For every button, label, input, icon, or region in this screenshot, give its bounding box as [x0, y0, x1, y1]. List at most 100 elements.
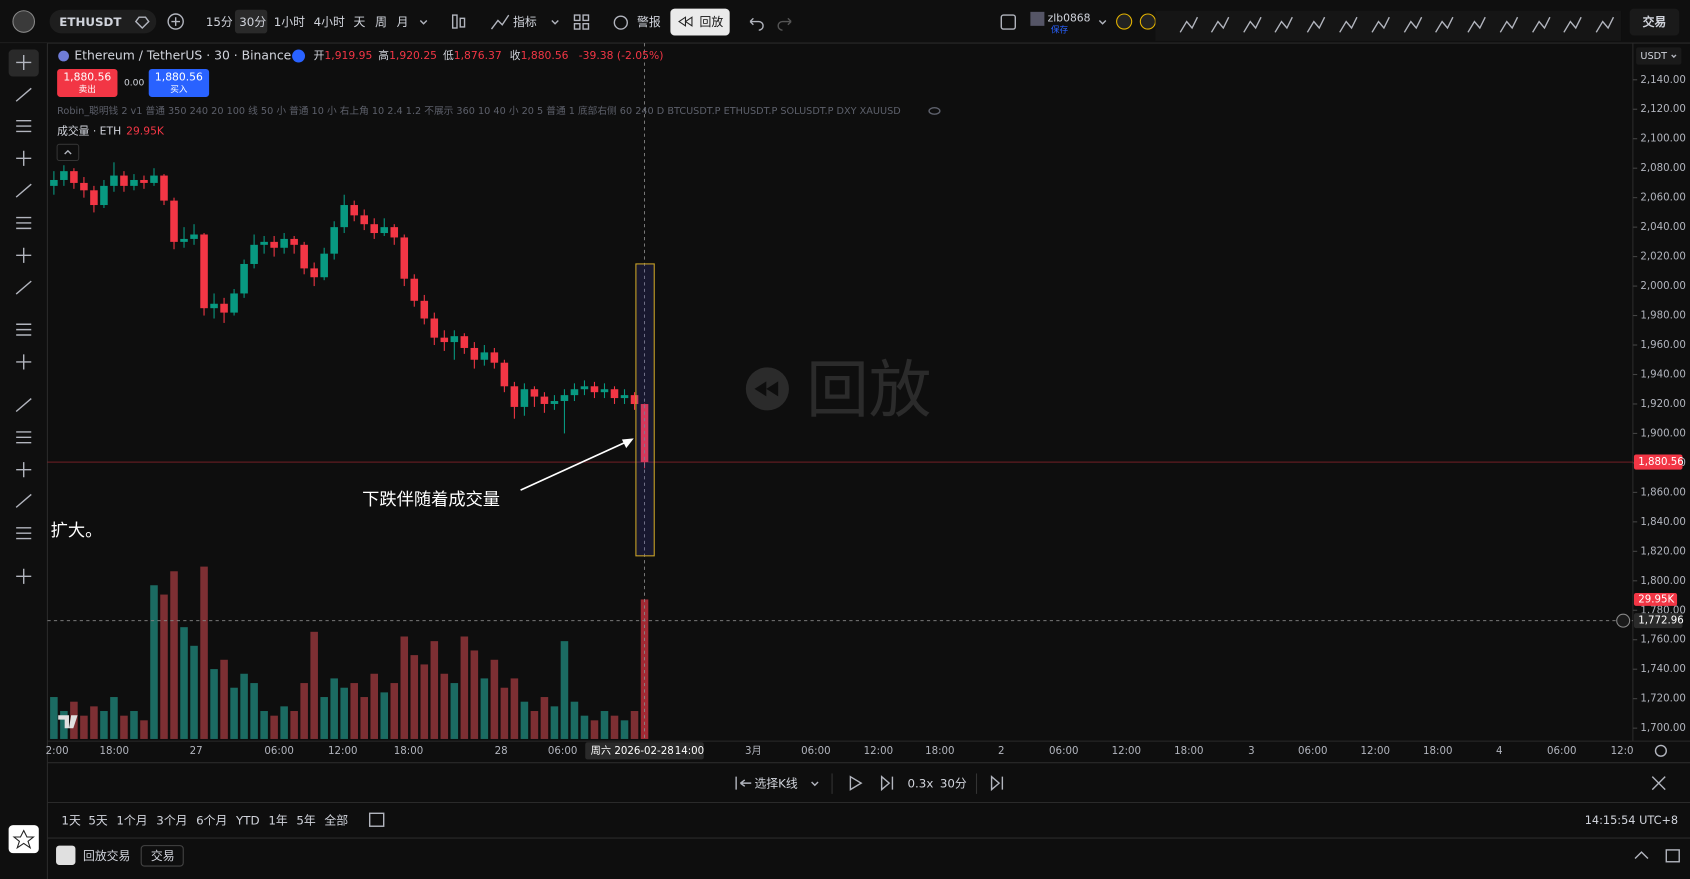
range-button[interactable]: 3个月	[156, 813, 187, 827]
user-avatar[interactable]	[1030, 11, 1045, 26]
buy-price[interactable]: 1,880.56	[155, 71, 203, 84]
collapse-button[interactable]	[56, 143, 80, 162]
left-tool[interactable]	[16, 216, 32, 230]
left-tool[interactable]	[16, 354, 32, 370]
step-forward[interactable]	[880, 775, 894, 792]
indicator-badge[interactable]	[1139, 13, 1156, 30]
drawing-tool[interactable]	[1274, 16, 1293, 33]
indicators[interactable]: 指标	[513, 15, 537, 29]
maximize-panel[interactable]	[1665, 849, 1680, 863]
range-button[interactable]: 1年	[268, 813, 288, 827]
drawing-tool[interactable]	[1210, 16, 1230, 33]
settings[interactable]	[1654, 744, 1667, 757]
buy-button[interactable]	[148, 68, 210, 97]
volume-bar	[90, 706, 98, 739]
indicator-badge[interactable]	[1116, 13, 1133, 30]
add-alert[interactable]	[1616, 613, 1631, 628]
sell-label[interactable]: 卖出	[79, 83, 96, 95]
candle-body	[610, 389, 619, 399]
drawing-tool[interactable]	[1435, 16, 1454, 33]
drawing-tool[interactable]	[1179, 16, 1199, 33]
drawing-tool[interactable]	[1306, 16, 1326, 33]
interval[interactable]: 15分	[206, 15, 233, 29]
interval[interactable]: 4小时	[314, 15, 345, 29]
user-name[interactable]: zlb0868	[1048, 11, 1091, 24]
jump-to-real-time[interactable]	[990, 775, 1004, 792]
left-tool[interactable]	[16, 431, 32, 444]
sell-price[interactable]: 1,880.56	[63, 71, 111, 84]
speed[interactable]: 0.3x	[908, 777, 934, 791]
left-tool[interactable]	[16, 568, 32, 584]
chevron[interactable]	[551, 19, 559, 25]
symbol-search[interactable]	[49, 9, 157, 34]
range-button[interactable]: YTD	[235, 813, 260, 827]
y-tick-label: 2,000.00	[1640, 281, 1686, 292]
interval[interactable]: 周	[375, 15, 387, 29]
bottom-tab[interactable]: 回放交易	[83, 849, 130, 863]
avatar-logo[interactable]	[12, 10, 36, 33]
x-tick-label: 18:00	[394, 746, 423, 757]
left-tool[interactable]	[15, 280, 32, 295]
volume-bar	[200, 566, 208, 739]
trade[interactable]: 交易	[1643, 15, 1667, 29]
range-button[interactable]: 1个月	[116, 813, 147, 827]
left-tool[interactable]	[15, 87, 32, 102]
range-button[interactable]: 6个月	[196, 813, 227, 827]
left-tool[interactable]	[16, 54, 32, 71]
close-replay[interactable]	[1651, 776, 1666, 791]
visibility-icon[interactable]	[928, 107, 941, 115]
left-tool[interactable]	[16, 150, 32, 166]
y-tick-label: 1,820.00	[1640, 546, 1686, 557]
interval[interactable]: 1小时	[274, 15, 305, 29]
currency-button[interactable]	[1636, 47, 1682, 65]
range-button[interactable]: 5天	[88, 813, 108, 827]
replay-interval[interactable]: 30分	[940, 777, 967, 791]
play[interactable]	[849, 775, 863, 791]
goto-date[interactable]	[368, 812, 385, 827]
drawing-tool[interactable]	[1563, 16, 1582, 33]
range-button[interactable]: 1天	[61, 813, 81, 827]
layout[interactable]	[573, 14, 590, 30]
drawing-tool[interactable]	[1339, 16, 1358, 33]
replay[interactable]: 回放	[699, 15, 723, 29]
fullscreen[interactable]	[1000, 14, 1016, 30]
left-tool[interactable]	[16, 119, 32, 133]
expand-panel[interactable]	[1634, 851, 1649, 860]
select-bar[interactable]: 选择K线	[754, 777, 797, 791]
left-tool[interactable]	[16, 527, 32, 540]
chart-type[interactable]	[451, 14, 458, 29]
add-symbol[interactable]	[167, 13, 184, 30]
chevron[interactable]	[1098, 19, 1107, 25]
watchlist-button[interactable]	[8, 825, 39, 854]
replay-button[interactable]	[670, 8, 730, 36]
alert[interactable]: 警报	[637, 15, 661, 29]
drawing-tool[interactable]	[1403, 16, 1423, 33]
drawing-tool[interactable]	[1467, 16, 1486, 33]
bottom-tab[interactable]: 交易	[151, 849, 175, 863]
left-tool[interactable]	[16, 323, 32, 336]
interval[interactable]: 月	[397, 15, 409, 29]
left-tool[interactable]	[15, 183, 32, 198]
range-button[interactable]: 5年	[296, 813, 316, 827]
left-tool[interactable]	[15, 398, 32, 413]
candle-body	[620, 395, 629, 399]
range-button[interactable]: 全部	[324, 813, 348, 827]
symbol[interactable]: ETHUSDT	[59, 15, 122, 29]
left-tool[interactable]	[16, 247, 32, 263]
interval[interactable]: 天	[354, 15, 366, 29]
chevron[interactable]	[419, 19, 428, 25]
redo[interactable]	[777, 17, 792, 31]
interval[interactable]: 30分	[239, 15, 266, 29]
chevron[interactable]	[811, 781, 819, 787]
buy-label[interactable]: 买入	[170, 84, 188, 95]
drawing-tool[interactable]	[1595, 16, 1615, 33]
left-tool[interactable]	[16, 462, 32, 478]
undo[interactable]	[749, 17, 764, 31]
drawing-tool[interactable]	[1499, 16, 1519, 33]
currency[interactable]: USDT	[1640, 51, 1667, 62]
left-tool[interactable]	[15, 493, 32, 508]
sell-button[interactable]	[57, 68, 118, 97]
drawing-tool[interactable]	[1371, 16, 1390, 33]
drawing-tool[interactable]	[1532, 16, 1551, 33]
drawing-tool[interactable]	[1243, 16, 1262, 33]
